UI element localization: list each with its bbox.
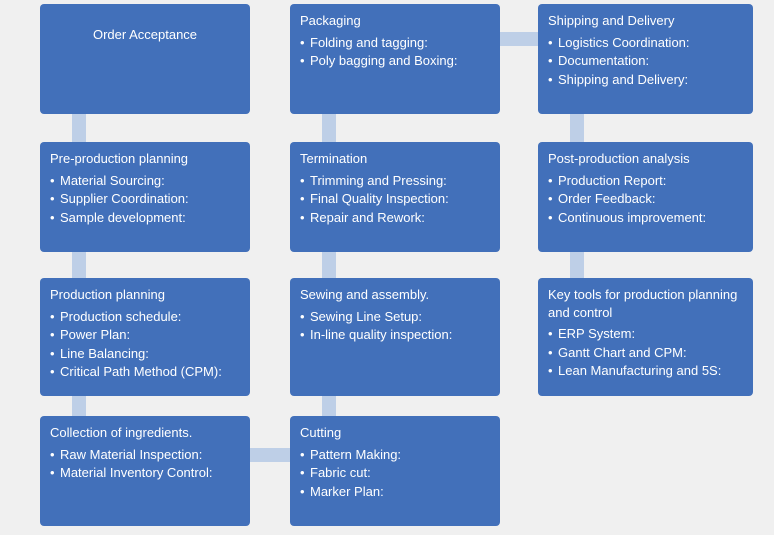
bullet-item: Poly bagging and Boxing: (300, 52, 490, 70)
box-title: Collection of ingredients. (50, 424, 240, 442)
bullet-item: Order Feedback: (548, 190, 743, 208)
bullet-item: Marker Plan: (300, 483, 490, 501)
bullet-item: In-line quality inspection: (300, 326, 490, 344)
box-post-production: Post-production analysis Production Repo… (538, 142, 753, 252)
box-title: Shipping and Delivery (548, 12, 743, 30)
box-cutting: Cutting Pattern Making: Fabric cut: Mark… (290, 416, 500, 526)
box-title: Termination (300, 150, 490, 168)
box-termination: Termination Trimming and Pressing: Final… (290, 142, 500, 252)
bullet-item: Continuous improvement: (548, 209, 743, 227)
bullet-item: Supplier Coordination: (50, 190, 240, 208)
bullet-item: Trimming and Pressing: (300, 172, 490, 190)
box-bullets: Logistics Coordination: Documentation: S… (548, 34, 743, 89)
bullet-item: Folding and tagging: (300, 34, 490, 52)
connector-h-c2c3 (498, 32, 543, 46)
box-bullets: Sewing Line Setup: In-line quality inspe… (300, 308, 490, 344)
box-packaging: Packaging Folding and tagging: Poly bagg… (290, 4, 500, 114)
box-bullets: Pattern Making: Fabric cut: Marker Plan: (300, 446, 490, 501)
box-shipping-delivery: Shipping and Delivery Logistics Coordina… (538, 4, 753, 114)
box-bullets: Raw Material Inspection: Material Invent… (50, 446, 240, 482)
box-order-acceptance: Order Acceptance (40, 4, 250, 114)
bullet-item: Lean Manufacturing and 5S: (548, 362, 743, 380)
bullet-item: Sewing Line Setup: (300, 308, 490, 326)
box-title: Key tools for production planning and co… (548, 286, 743, 321)
bullet-item: Sample development: (50, 209, 240, 227)
bullet-item: Material Inventory Control: (50, 464, 240, 482)
bullet-item: Critical Path Method (CPM): (50, 363, 240, 381)
bullet-item: Final Quality Inspection: (300, 190, 490, 208)
connector-h-c1c2 (248, 448, 293, 462)
bullet-item: Documentation: (548, 52, 743, 70)
box-collection-ingredients: Collection of ingredients. Raw Material … (40, 416, 250, 526)
box-bullets: ERP System: Gantt Chart and CPM: Lean Ma… (548, 325, 743, 380)
box-bullets: Production Report: Order Feedback: Conti… (548, 172, 743, 227)
box-title: Sewing and assembly. (300, 286, 490, 304)
bullet-item: Line Balancing: (50, 345, 240, 363)
bullet-item: Production schedule: (50, 308, 240, 326)
bullet-item: Repair and Rework: (300, 209, 490, 227)
box-title: Order Acceptance (50, 12, 240, 58)
box-pre-production: Pre-production planning Material Sourcin… (40, 142, 250, 252)
box-production-planning: Production planning Production schedule:… (40, 278, 250, 396)
box-bullets: Material Sourcing: Supplier Coordination… (50, 172, 240, 227)
bullet-item: Shipping and Delivery: (548, 71, 743, 89)
bullet-item: Production Report: (548, 172, 743, 190)
bullet-item: Fabric cut: (300, 464, 490, 482)
box-bullets: Folding and tagging: Poly bagging and Bo… (300, 34, 490, 70)
box-title: Cutting (300, 424, 490, 442)
box-sewing-assembly: Sewing and assembly. Sewing Line Setup: … (290, 278, 500, 396)
box-bullets: Trimming and Pressing: Final Quality Ins… (300, 172, 490, 227)
box-key-tools: Key tools for production planning and co… (538, 278, 753, 396)
bullet-item: Power Plan: (50, 326, 240, 344)
box-title: Packaging (300, 12, 490, 30)
box-title: Pre-production planning (50, 150, 240, 168)
bullet-item: Material Sourcing: (50, 172, 240, 190)
bullet-item: Gantt Chart and CPM: (548, 344, 743, 362)
box-bullets: Production schedule: Power Plan: Line Ba… (50, 308, 240, 381)
box-title: Production planning (50, 286, 240, 304)
box-title: Post-production analysis (548, 150, 743, 168)
bullet-item: ERP System: (548, 325, 743, 343)
bullet-item: Raw Material Inspection: (50, 446, 240, 464)
bullet-item: Logistics Coordination: (548, 34, 743, 52)
bullet-item: Pattern Making: (300, 446, 490, 464)
